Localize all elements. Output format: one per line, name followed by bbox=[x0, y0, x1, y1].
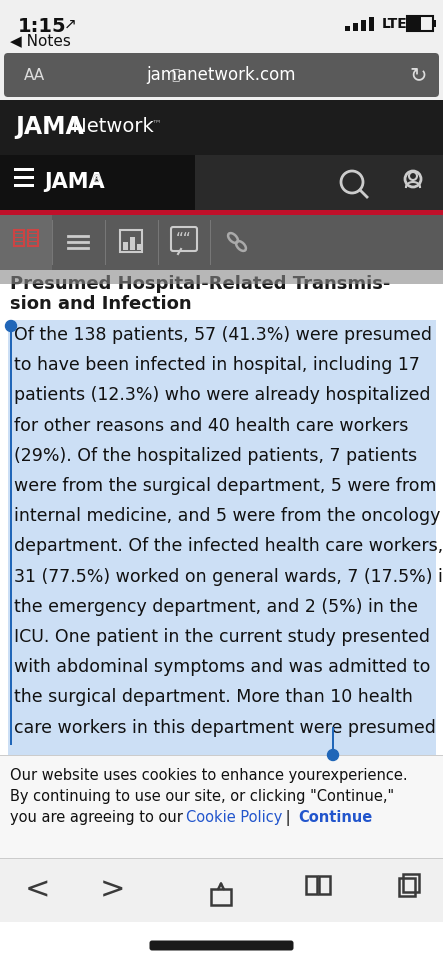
Bar bbox=[403, 874, 419, 892]
Text: you are agreeing to our: you are agreeing to our bbox=[10, 810, 187, 825]
Bar bbox=[158, 220, 159, 265]
Text: ®: ® bbox=[92, 174, 102, 184]
Bar bbox=[14, 176, 34, 179]
Text: AA: AA bbox=[24, 67, 45, 83]
Bar bbox=[28, 230, 38, 246]
Text: |: | bbox=[281, 810, 295, 826]
Text: Of the 138 patients, 57 (41.3%) were presumed: Of the 138 patients, 57 (41.3%) were pre… bbox=[14, 326, 432, 344]
Text: By continuing to use our site, or clicking "Continue,": By continuing to use our site, or clicki… bbox=[10, 789, 394, 804]
Text: 31 (77.5%) worked on general wards, 7 (17.5%) in: 31 (77.5%) worked on general wards, 7 (1… bbox=[14, 567, 443, 586]
Text: for other reasons and 40 health care workers: for other reasons and 40 health care wor… bbox=[14, 417, 408, 435]
Bar bbox=[361, 20, 366, 31]
Bar bbox=[0, 922, 443, 960]
Bar bbox=[0, 215, 52, 270]
Bar bbox=[137, 244, 142, 250]
Bar bbox=[345, 26, 350, 31]
Text: JAMA: JAMA bbox=[44, 172, 105, 192]
Text: ↻: ↻ bbox=[409, 65, 427, 85]
Bar bbox=[0, 858, 443, 922]
Text: 🔒: 🔒 bbox=[171, 68, 179, 82]
Bar bbox=[407, 16, 433, 31]
FancyBboxPatch shape bbox=[149, 941, 294, 950]
Bar bbox=[0, 270, 443, 760]
Bar bbox=[0, 155, 195, 210]
Text: sion and Infection: sion and Infection bbox=[10, 295, 192, 313]
Bar bbox=[211, 889, 231, 905]
Circle shape bbox=[5, 321, 16, 331]
Text: jamanetwork.com: jamanetwork.com bbox=[146, 66, 296, 84]
Circle shape bbox=[327, 750, 338, 760]
Text: to have been infected in hospital, including 17: to have been infected in hospital, inclu… bbox=[14, 356, 420, 374]
Bar bbox=[319, 876, 330, 894]
Text: Presumed Hospital-Related Transmis-: Presumed Hospital-Related Transmis- bbox=[10, 275, 390, 293]
Bar bbox=[105, 220, 106, 265]
Bar bbox=[0, 155, 443, 210]
FancyBboxPatch shape bbox=[4, 53, 439, 97]
Bar bbox=[0, 755, 443, 756]
Bar bbox=[369, 17, 374, 31]
Bar bbox=[0, 215, 443, 270]
Bar bbox=[10, 328, 12, 745]
Text: >: > bbox=[100, 876, 126, 904]
Text: with abdominal symptoms and was admitted to: with abdominal symptoms and was admitted… bbox=[14, 659, 431, 676]
Text: LTE: LTE bbox=[382, 17, 408, 31]
Bar bbox=[14, 230, 24, 246]
Text: were from the surgical department, 5 were from: were from the surgical department, 5 wer… bbox=[14, 477, 436, 495]
Text: <: < bbox=[25, 876, 51, 904]
Bar bbox=[332, 727, 334, 755]
Text: 1:15: 1:15 bbox=[18, 17, 66, 36]
Bar bbox=[0, 210, 443, 215]
Bar bbox=[14, 168, 34, 171]
Text: JAMA: JAMA bbox=[15, 115, 84, 139]
Text: Our website uses cookies to enhance your⁠experience.: Our website uses cookies to enhance your… bbox=[10, 768, 408, 783]
Bar bbox=[433, 20, 436, 27]
Text: Network: Network bbox=[66, 117, 154, 136]
Text: department. Of the infected health care workers,: department. Of the infected health care … bbox=[14, 538, 443, 556]
Text: Continue: Continue bbox=[298, 810, 372, 825]
Text: the surgical department. More than 10 health: the surgical department. More than 10 he… bbox=[14, 688, 413, 707]
Text: the emergency department, and 2 (5%) in the: the emergency department, and 2 (5%) in … bbox=[14, 598, 418, 615]
Text: ™: ™ bbox=[152, 118, 162, 128]
Bar bbox=[353, 23, 358, 31]
Text: ICU. One patient in the current study presented: ICU. One patient in the current study pr… bbox=[14, 628, 430, 646]
Text: ““: ““ bbox=[176, 231, 192, 247]
Bar bbox=[0, 0, 443, 50]
Text: care workers in this department were presumed: care workers in this department were pre… bbox=[14, 719, 436, 736]
Text: ↗: ↗ bbox=[64, 17, 77, 32]
Bar bbox=[130, 237, 135, 250]
Text: Cookie Policy: Cookie Policy bbox=[186, 810, 282, 825]
Bar bbox=[408, 17, 421, 30]
Text: patients (12.3%) who were already hospitalized: patients (12.3%) who were already hospit… bbox=[14, 386, 431, 404]
Bar bbox=[8, 320, 436, 755]
Bar bbox=[0, 100, 443, 155]
Bar bbox=[0, 755, 443, 858]
Text: ◀ Notes: ◀ Notes bbox=[10, 33, 71, 48]
Bar bbox=[120, 230, 142, 252]
Bar bbox=[211, 889, 231, 905]
Bar bbox=[52, 220, 53, 265]
Bar bbox=[0, 50, 443, 100]
Bar bbox=[14, 184, 34, 186]
Text: (29%). Of the hospitalized patients, 7 patients: (29%). Of the hospitalized patients, 7 p… bbox=[14, 446, 417, 465]
Text: internal medicine, and 5 were from the oncology: internal medicine, and 5 were from the o… bbox=[14, 507, 440, 525]
Bar bbox=[210, 220, 211, 265]
Bar bbox=[0, 270, 443, 284]
Bar bbox=[123, 242, 128, 250]
Bar bbox=[399, 878, 415, 896]
Bar bbox=[306, 876, 317, 894]
Bar bbox=[407, 16, 433, 31]
